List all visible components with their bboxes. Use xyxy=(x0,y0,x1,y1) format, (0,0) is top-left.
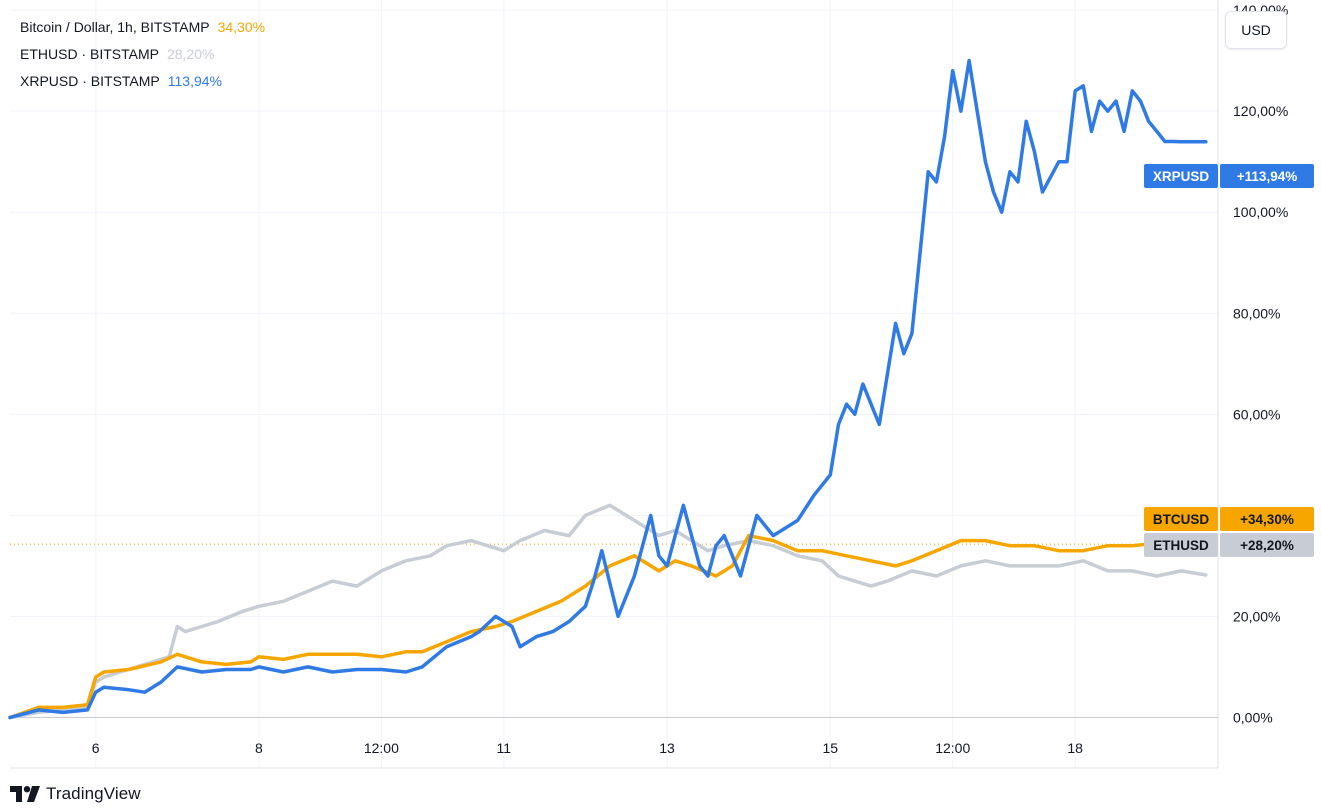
legend-row-btc[interactable]: Bitcoin / Dollar, 1h, BITSTAMP 34,30% xyxy=(20,14,265,41)
tag-value: +34,30% xyxy=(1240,512,1294,527)
zero-baseline xyxy=(10,543,1218,718)
series-line-xrpusd[interactable] xyxy=(8,58,1208,720)
tag-value-box xyxy=(1220,533,1314,557)
x-tick-label: 18 xyxy=(1067,740,1083,756)
tag-value-box xyxy=(1220,164,1314,188)
legend-name: XRPUSD · BITSTAMP xyxy=(20,73,160,89)
legend-name: Bitcoin / Dollar, 1h, BITSTAMP xyxy=(20,19,210,35)
legend-row-xrp[interactable]: XRPUSD · BITSTAMP 113,94% xyxy=(20,68,265,95)
series-line-ethusd[interactable] xyxy=(8,503,1208,720)
x-axis: 6 8 12:00 11 13 15 12:00 18 xyxy=(92,740,1083,756)
x-tick-label: 15 xyxy=(823,740,839,756)
tradingview-logo[interactable]: TradingView xyxy=(10,784,141,804)
tradingview-logo-icon xyxy=(10,786,40,802)
y-tick-label: 80,00% xyxy=(1233,305,1280,321)
legend-value: 113,94% xyxy=(167,73,222,89)
x-tick-label: 13 xyxy=(659,740,675,756)
y-tick-label: 100,00% xyxy=(1233,204,1288,220)
y-axis: 0,00%20,00%40,00%60,00%80,00%100,00%120,… xyxy=(1233,2,1288,725)
y-tick-label: 20,00% xyxy=(1233,608,1280,624)
legend-row-eth[interactable]: ETHUSD · BITSTAMP 28,20% xyxy=(20,41,265,68)
tag-value: +28,20% xyxy=(1240,538,1294,553)
x-tick-label: 6 xyxy=(92,740,100,756)
y-tick-label: 120,00% xyxy=(1233,103,1288,119)
price-tag-btcusd: BTCUSD +34,30% xyxy=(1144,507,1314,531)
legend-name: ETHUSD · BITSTAMP xyxy=(20,46,159,62)
tag-symbol: BTCUSD xyxy=(1153,512,1209,527)
chart-legend: Bitcoin / Dollar, 1h, BITSTAMP 34,30% ETH… xyxy=(20,14,265,95)
series-line-btcusd[interactable] xyxy=(8,533,1208,720)
price-tag-xrpusd: XRPUSD +113,94% xyxy=(1144,164,1314,188)
x-tick-label: 12:00 xyxy=(935,740,970,756)
x-tick-label: 11 xyxy=(497,740,512,756)
tag-symbol-box xyxy=(1144,164,1218,188)
tag-symbol: ETHUSD xyxy=(1153,538,1209,553)
price-tags: XRPUSD +113,94% BTCUSD +34,30% ETHUSD +28,20% xyxy=(1144,164,1314,557)
y-tick-label: 0,00% xyxy=(1233,709,1273,725)
currency-button[interactable]: USD xyxy=(1225,11,1287,49)
x-tick-label: 12:00 xyxy=(364,740,399,756)
legend-value: 28,20% xyxy=(166,46,215,62)
x-tick-label: 8 xyxy=(255,740,263,756)
series-layer xyxy=(8,58,1208,720)
tag-symbol: XRPUSD xyxy=(1153,169,1210,184)
price-tag-ethusd: ETHUSD +28,20% xyxy=(1144,533,1314,557)
tag-symbol-box xyxy=(1144,507,1218,531)
tag-value-box xyxy=(1220,507,1314,531)
tag-symbol-box xyxy=(1144,533,1218,557)
chart-grid xyxy=(10,0,1218,768)
tag-value: +113,94% xyxy=(1237,169,1297,184)
legend-value: 34,30% xyxy=(217,19,266,35)
brand-name: TradingView xyxy=(46,784,141,803)
y-tick-label: 60,00% xyxy=(1233,406,1280,422)
